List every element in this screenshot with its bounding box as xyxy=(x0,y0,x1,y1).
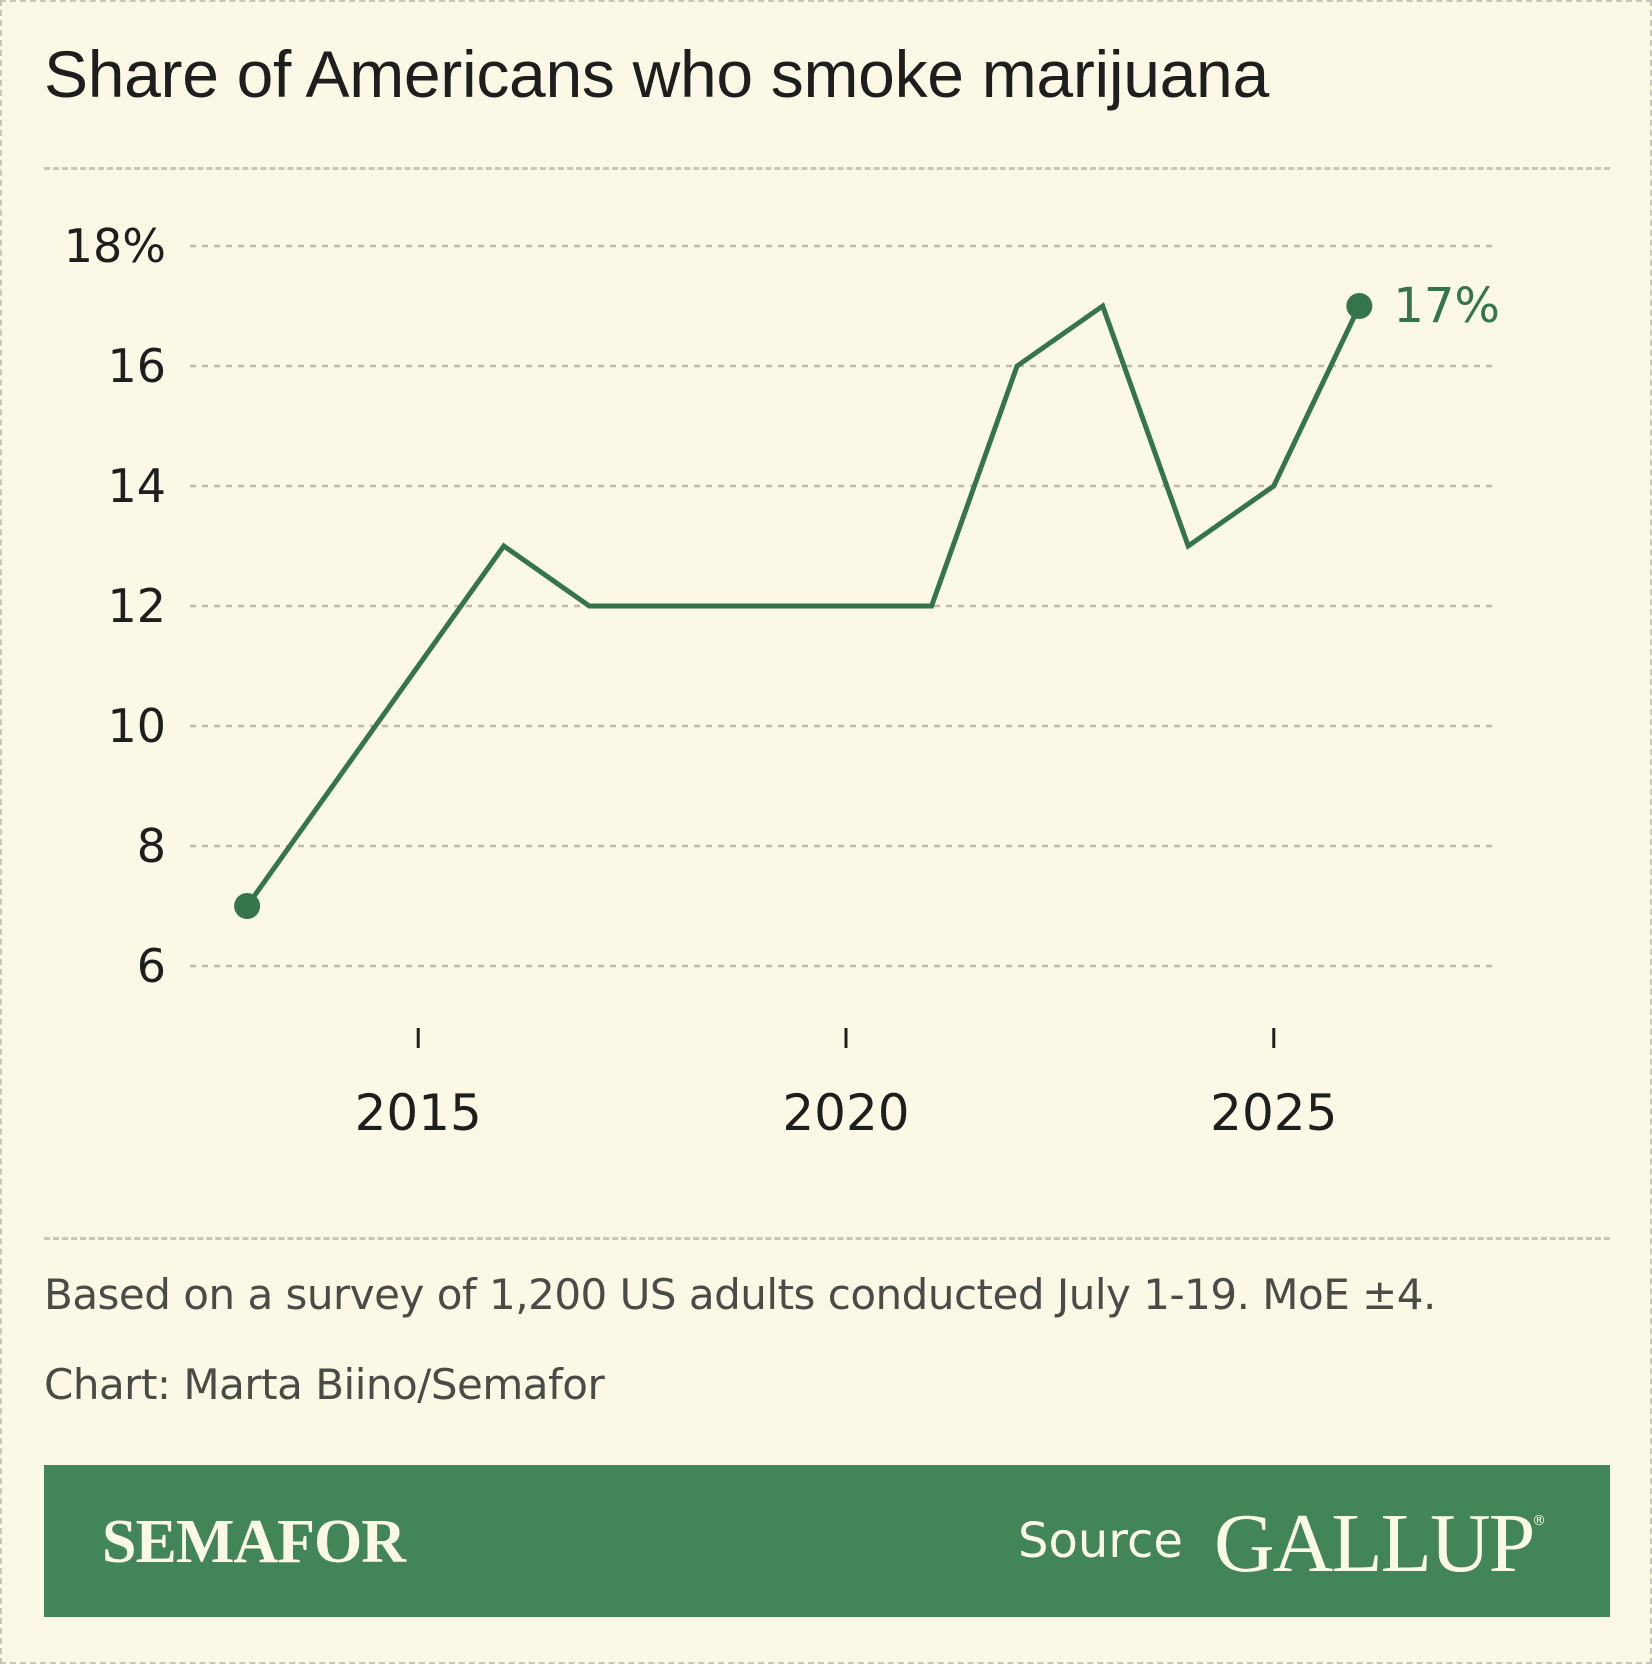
y-tick-label: 16 xyxy=(107,339,166,393)
series: 17% xyxy=(234,278,1500,919)
y-tick-label: 18% xyxy=(64,219,166,273)
y-tick-label: 14 xyxy=(107,459,166,513)
source-logo: GALLUP xyxy=(1214,1497,1535,1590)
survey-note: Based on a survey of 1,200 US adults con… xyxy=(44,1270,1436,1319)
start-point xyxy=(234,893,261,919)
chart-title: Share of Americans who smoke marijuana xyxy=(44,37,1269,111)
y-tick-label: 12 xyxy=(107,579,166,633)
y-tick-label: 6 xyxy=(137,939,166,993)
x-axis-ticks: 2015 2020 2025 xyxy=(355,1028,1337,1142)
end-value-label: 17% xyxy=(1393,278,1500,334)
chart-credit: Chart: Marta Biino/Semafor xyxy=(44,1360,605,1409)
x-tick-label: 2015 xyxy=(355,1084,482,1142)
x-tick-label: 2020 xyxy=(782,1084,909,1142)
y-axis-ticks: 6 8 10 12 14 16 18% xyxy=(64,219,166,993)
y-tick-label: 8 xyxy=(137,819,166,873)
registered-mark: ® xyxy=(1532,1513,1546,1529)
branding-band: SEMAFOR Source GALLUP ® xyxy=(44,1465,1610,1617)
top-divider xyxy=(44,167,1610,170)
line-chart: 6 8 10 12 14 16 18% 2015 2020 2025 17% xyxy=(64,219,1500,1142)
series-line xyxy=(245,302,1362,908)
publisher-logo: SEMAFOR xyxy=(102,1508,406,1576)
source-label: Source xyxy=(1018,1513,1183,1569)
end-point xyxy=(1346,293,1373,319)
x-tick-label: 2025 xyxy=(1210,1084,1337,1142)
bottom-divider xyxy=(44,1237,1610,1240)
y-tick-label: 10 xyxy=(107,699,166,753)
